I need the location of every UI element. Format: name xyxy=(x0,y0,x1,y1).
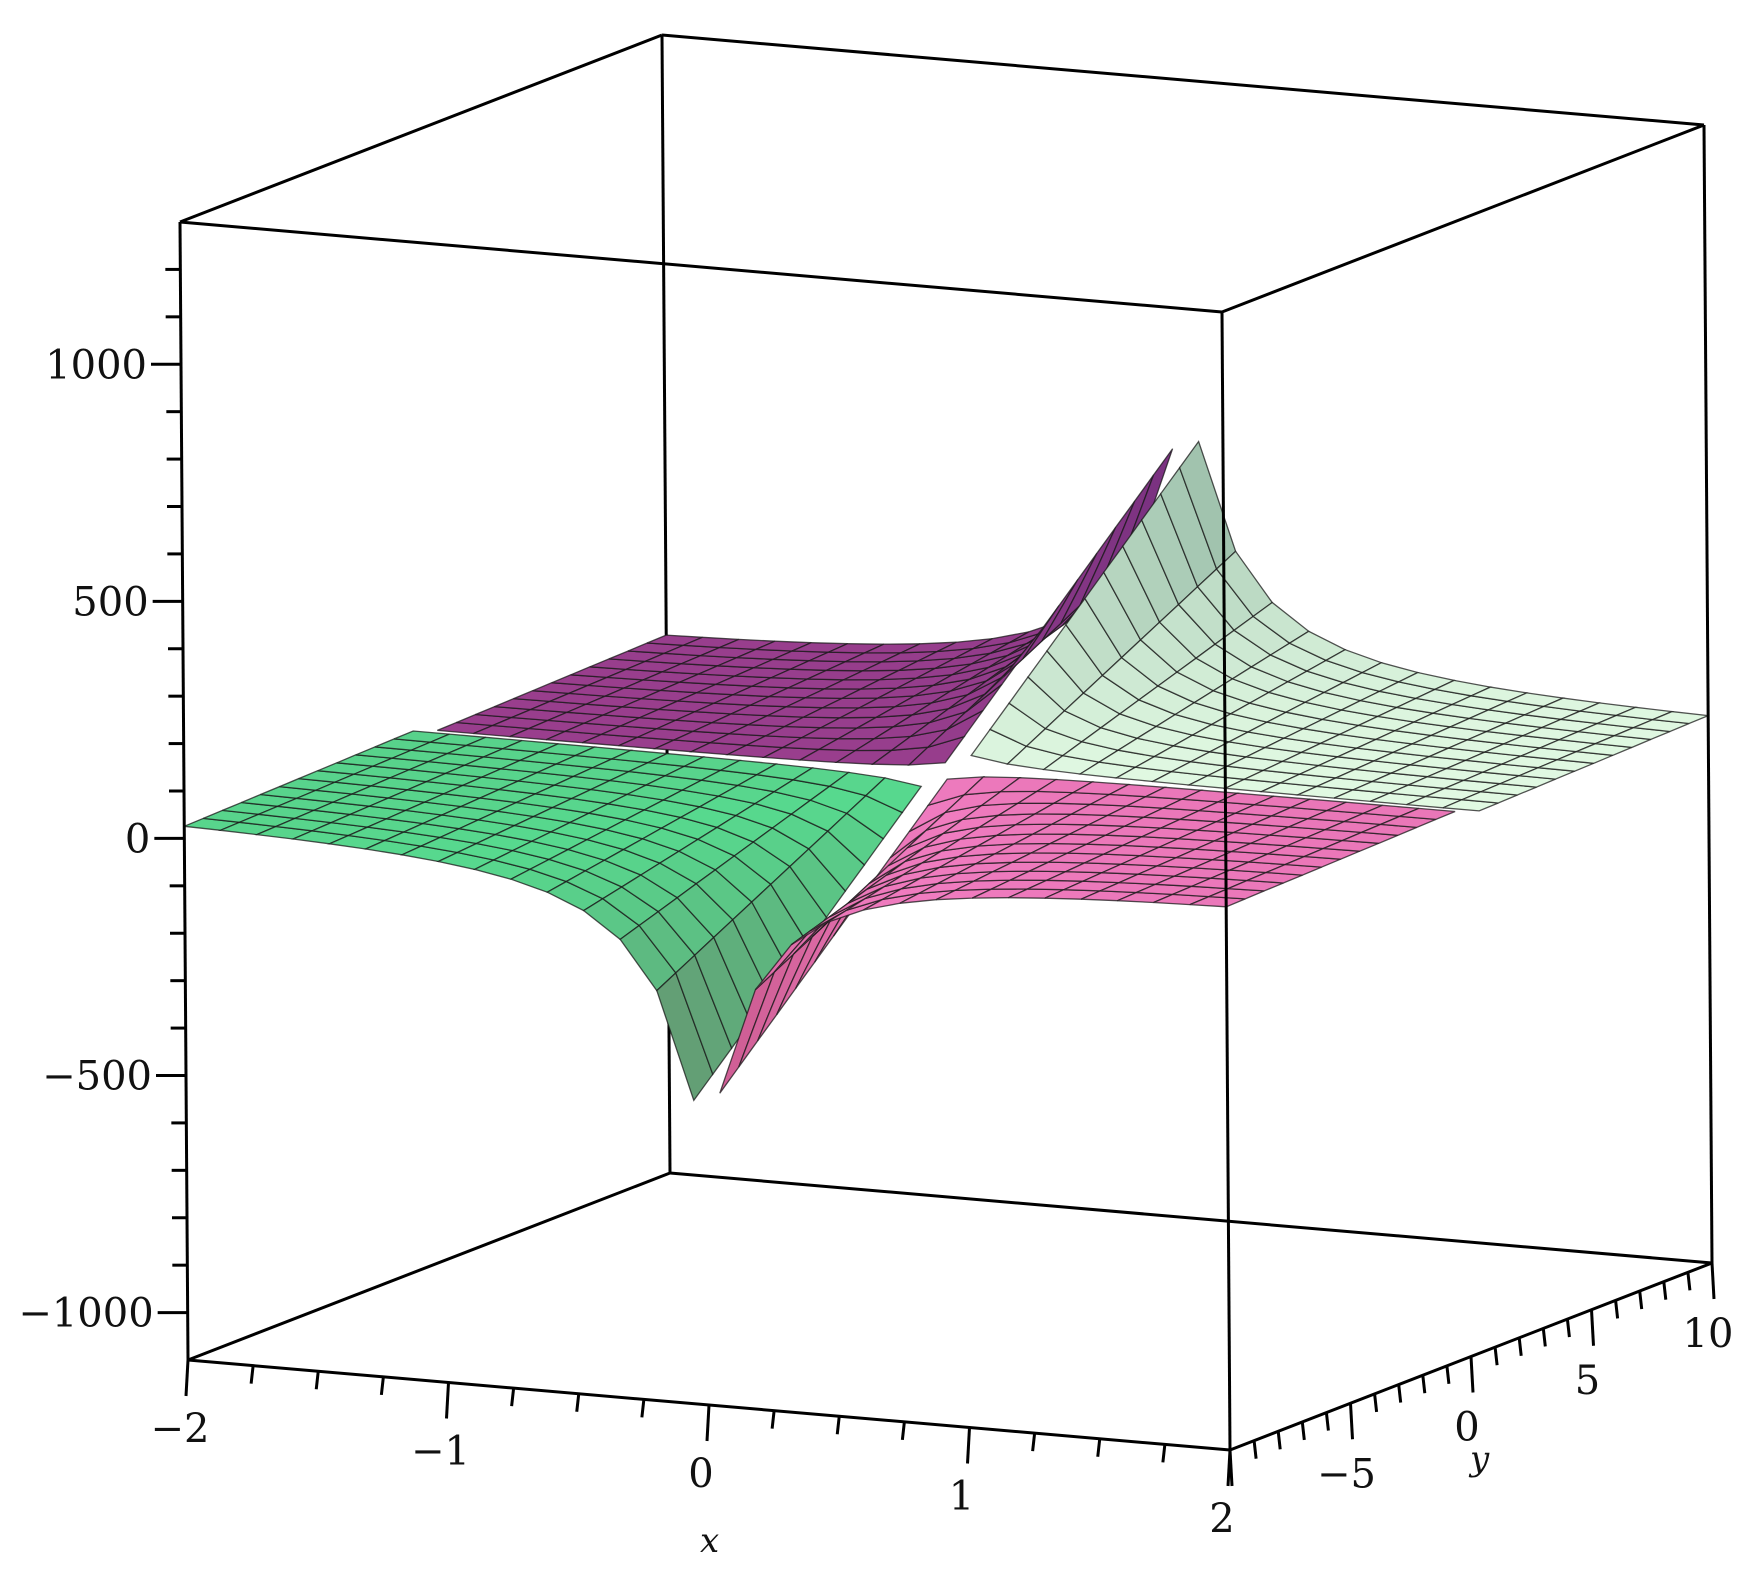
x-tick-label: 1 xyxy=(949,1474,974,1520)
x-tick xyxy=(705,1404,711,1442)
y-tick xyxy=(1710,1262,1716,1300)
z-tick-label: −1000 xyxy=(18,1291,153,1337)
x-tick xyxy=(249,1365,255,1384)
x-tick xyxy=(379,1376,385,1396)
x-tick xyxy=(640,1399,646,1418)
x-tick xyxy=(445,1382,450,1419)
surface-cell xyxy=(1399,807,1456,821)
surface-patch xyxy=(970,440,1709,812)
z-tick-label: 0 xyxy=(125,816,150,862)
x-tick xyxy=(1031,1432,1037,1452)
x-tick-label: 2 xyxy=(1209,1496,1234,1542)
y-tick-label: 0 xyxy=(1454,1405,1479,1451)
y-tick xyxy=(1300,1421,1306,1441)
x-tick xyxy=(770,1410,776,1429)
surface-patch xyxy=(183,730,923,1102)
surface-patch xyxy=(437,448,1174,766)
x-tick xyxy=(1161,1444,1167,1463)
axis-tick-labels: −1000 −500 0 500 1000 −2 −1 0 1 2 −5 0 5 10 xyxy=(18,342,1733,1542)
box-edge xyxy=(1221,123,1705,314)
z-tick-label: −500 xyxy=(42,1054,152,1100)
x-tick xyxy=(575,1393,581,1412)
y-tick xyxy=(1469,1356,1475,1393)
z-tick-label: 500 xyxy=(72,579,148,625)
y-tick xyxy=(1397,1384,1403,1403)
surface-cell xyxy=(864,777,923,814)
y-tick xyxy=(1445,1365,1451,1385)
y-tick xyxy=(1349,1403,1354,1440)
box-edge xyxy=(179,220,1223,314)
y-tick xyxy=(1276,1431,1282,1450)
box-edge xyxy=(187,1171,671,1362)
x-tick xyxy=(900,1421,906,1441)
x-tick-label: 0 xyxy=(688,1451,713,1497)
box-edge xyxy=(661,33,1705,127)
box-edge xyxy=(669,1171,1713,1265)
y-tick xyxy=(1638,1290,1644,1310)
box-edge xyxy=(179,33,663,224)
x-tick-label: −2 xyxy=(151,1406,210,1452)
box-edge xyxy=(1702,124,1714,1264)
x-tick xyxy=(966,1427,971,1464)
x-tick xyxy=(184,1359,190,1397)
y-tick-label: 5 xyxy=(1575,1358,1600,1404)
x-tick xyxy=(835,1416,841,1435)
y-tick xyxy=(1421,1375,1427,1394)
x-tick xyxy=(510,1387,516,1407)
y-tick xyxy=(1590,1309,1595,1346)
y-tick-label: −5 xyxy=(1317,1451,1376,1497)
y-tick xyxy=(1252,1440,1258,1459)
y-tick xyxy=(1662,1281,1668,1300)
y-tick xyxy=(1565,1318,1571,1338)
y-tick xyxy=(1686,1272,1692,1291)
y-tick xyxy=(1541,1328,1547,1347)
x-tick xyxy=(314,1371,320,1390)
x-tick xyxy=(1096,1438,1102,1457)
x-tick-label: −1 xyxy=(411,1429,470,1475)
y-axis-title: y xyxy=(1468,1439,1490,1479)
y-tick xyxy=(1373,1393,1379,1413)
y-tick xyxy=(1517,1337,1523,1356)
axis-ticks xyxy=(151,267,1716,1487)
y-tick xyxy=(1324,1412,1330,1431)
y-tick xyxy=(1614,1300,1620,1319)
z-tick-label: 1000 xyxy=(45,342,147,388)
y-tick xyxy=(1228,1449,1234,1487)
y-tick-label: 10 xyxy=(1683,1311,1734,1357)
x-axis-title: x xyxy=(700,1521,719,1561)
box-edge xyxy=(1220,311,1232,1451)
surfaces xyxy=(183,440,1709,1102)
y-tick xyxy=(1493,1346,1499,1366)
